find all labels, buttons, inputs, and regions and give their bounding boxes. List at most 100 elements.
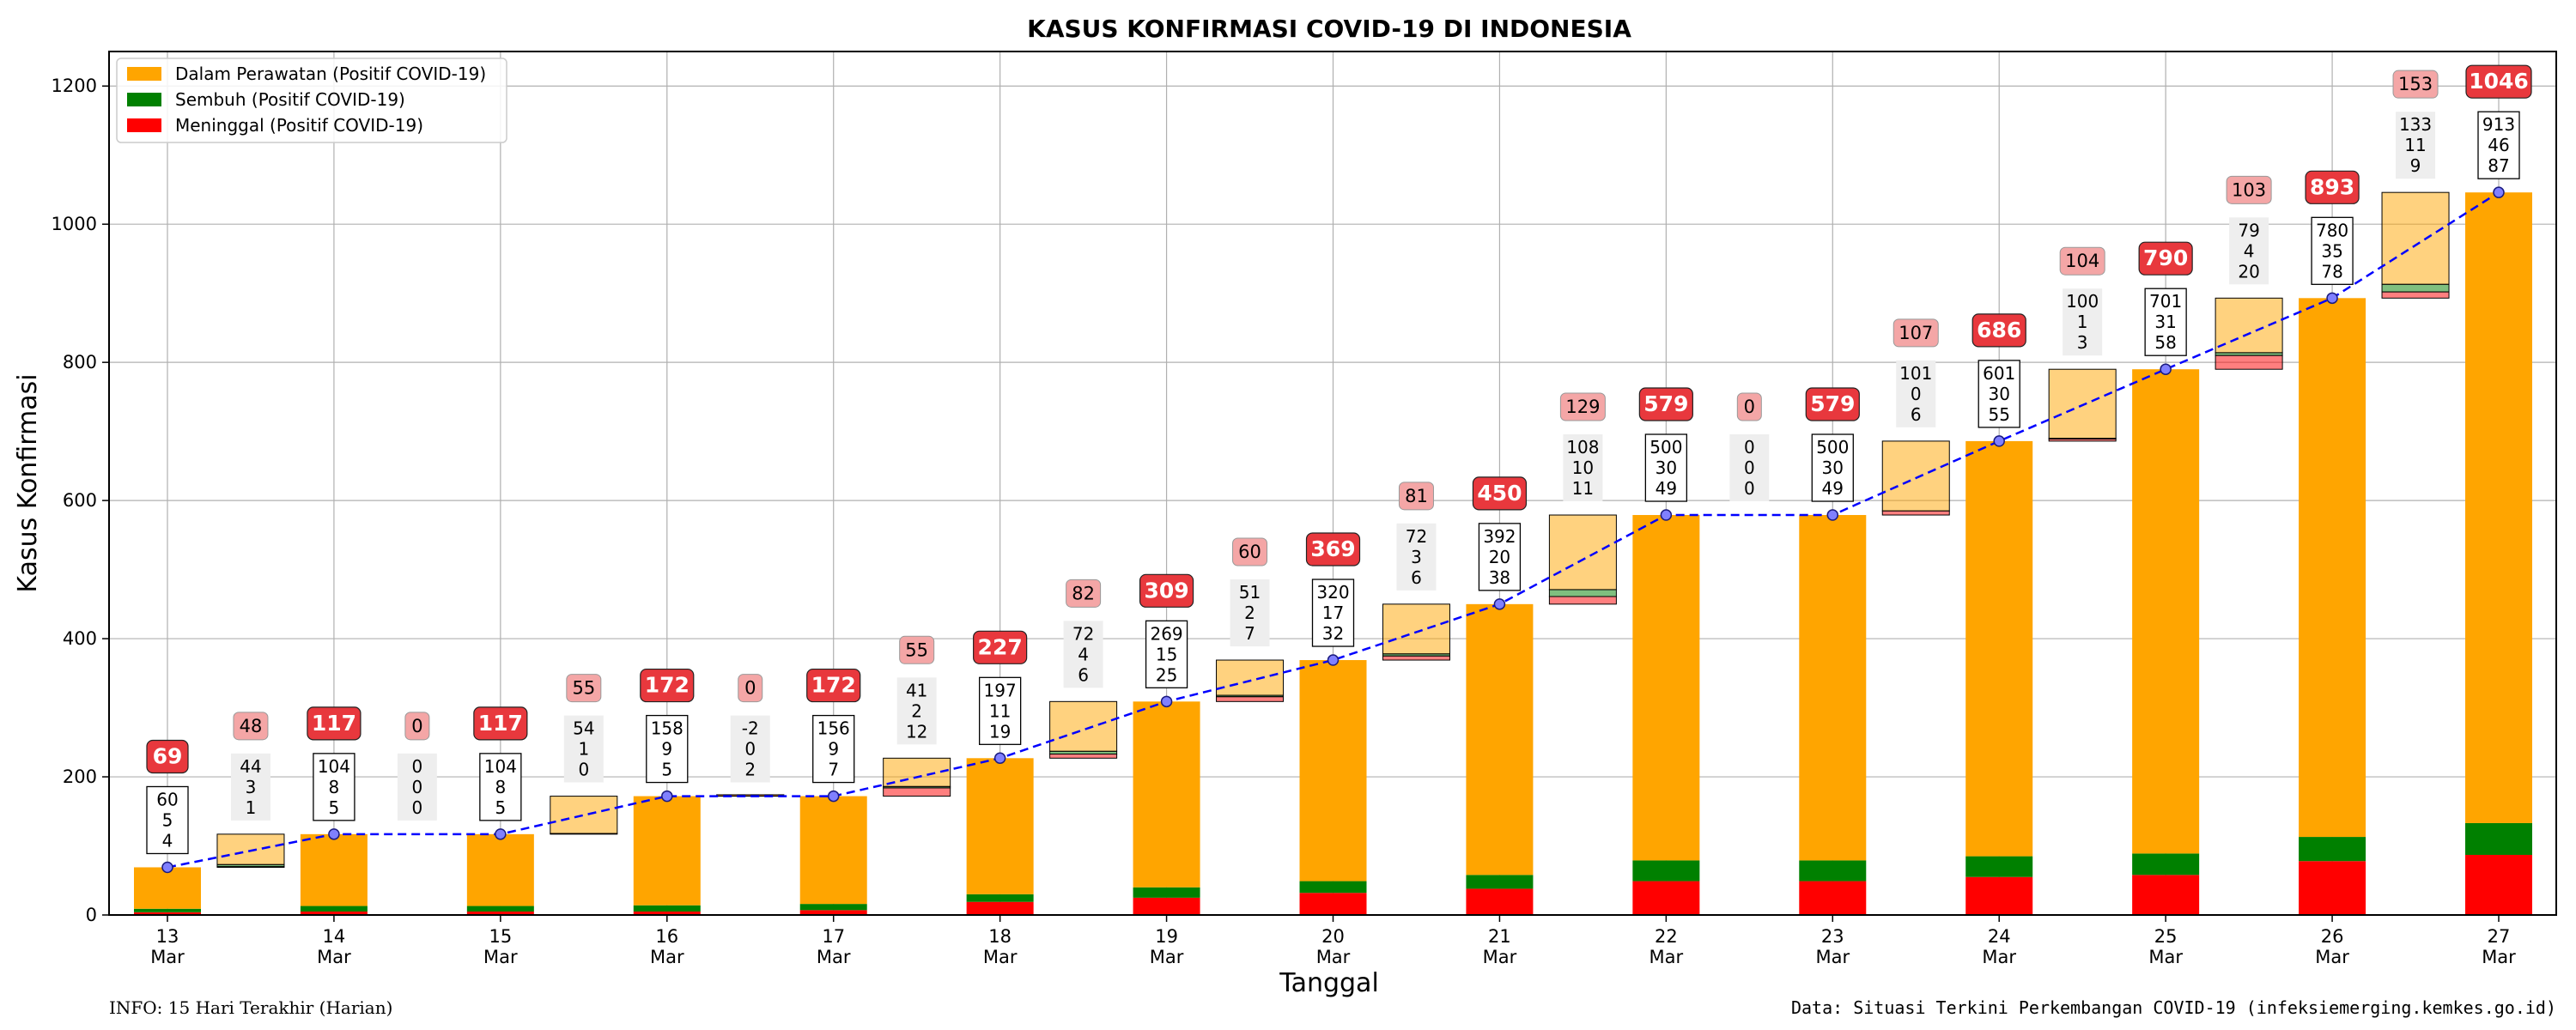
label-meninggal: 38 [1489, 567, 1510, 588]
label-sembuh: 30 [1656, 457, 1677, 478]
x-tick-label-month: Mar [317, 947, 351, 967]
label-meninggal: 7 [828, 760, 839, 780]
total-badge [1139, 573, 1194, 608]
change-label-meninggal: 0 [578, 760, 589, 780]
label-perawatan: 601 [1983, 363, 2015, 384]
change-label-perawatan: 72 [1072, 623, 1094, 644]
total-label: 117 [478, 711, 523, 736]
bar-meninggal [1133, 897, 1200, 915]
bar-sembuh [1632, 860, 1700, 882]
total-breakdown-box [1978, 360, 2020, 428]
legend-label-meninggal: Meninggal (Positif COVID-19) [175, 115, 423, 136]
change-label-meninggal: 12 [906, 721, 927, 742]
bar-perawatan [1466, 603, 1534, 876]
change-badge [233, 712, 269, 741]
x-tick-label-day: 22 [1655, 926, 1678, 947]
change-total-label: 0 [1744, 397, 1755, 417]
change-label-perawatan: 133 [2399, 114, 2432, 135]
change-bar-meninggal [2215, 354, 2283, 370]
change-label-sembuh: 2 [911, 700, 922, 721]
total-label: 369 [1310, 536, 1355, 561]
change-total-label: 129 [1565, 397, 1600, 417]
total-label: 172 [645, 673, 690, 698]
legend-swatch-perawatan [127, 67, 161, 81]
change-bar-meninggal [1881, 510, 1950, 516]
total-badge [1638, 387, 1693, 421]
change-label-meninggal: 20 [2238, 261, 2259, 282]
label-perawatan: 158 [651, 718, 683, 739]
total-breakdown-box [2144, 288, 2187, 356]
y-tick-label: 200 [63, 766, 97, 787]
bar-meninggal [300, 911, 368, 915]
total-breakdown-box [479, 753, 522, 821]
label-perawatan: 60 [156, 789, 178, 809]
total-label: 227 [978, 634, 1023, 659]
bar-sembuh [300, 906, 368, 912]
trend-point [1327, 654, 1340, 666]
label-meninggal: 5 [495, 797, 506, 818]
change-breakdown-box [1729, 434, 1770, 502]
change-total-label: 0 [744, 678, 756, 699]
legend-box [116, 58, 507, 143]
label-perawatan: 104 [318, 756, 350, 777]
trend-point [328, 828, 340, 840]
change-label-perawatan: 51 [1239, 582, 1261, 603]
y-axis-label: Kasus Konfirmasi [13, 373, 43, 592]
change-breakdown-box [2063, 288, 2103, 356]
label-meninggal: 55 [1988, 404, 2009, 425]
change-badge [2059, 246, 2105, 276]
change-breakdown-box [2229, 217, 2269, 285]
change-breakdown-box [397, 753, 437, 821]
label-perawatan: 392 [1483, 526, 1516, 547]
bar-meninggal [2299, 861, 2366, 915]
y-tick-label: 600 [63, 490, 97, 511]
y-tick-label: 1200 [52, 76, 97, 96]
change-breakdown-box [1396, 523, 1437, 591]
bar-perawatan [300, 833, 368, 906]
total-breakdown-box [1644, 433, 1688, 502]
legend-label-sembuh: Sembuh (Positif COVID-19) [175, 89, 405, 110]
label-perawatan: 197 [984, 680, 1017, 700]
trend-point [1160, 695, 1173, 708]
change-label-perawatan: 44 [240, 756, 261, 777]
change-badge [566, 674, 602, 703]
total-breakdown-box [1811, 433, 1854, 502]
legend: Dalam Perawatan (Positif COVID-19) Sembu… [116, 58, 507, 143]
bar-perawatan [633, 796, 701, 906]
y-tick-label: 1000 [52, 214, 97, 234]
change-bar-meninggal [1049, 753, 1118, 759]
x-tick-label-day: 26 [2321, 926, 2344, 947]
bar-meninggal [799, 910, 867, 915]
label-meninggal: 19 [989, 721, 1011, 742]
change-total-label: 55 [905, 639, 928, 660]
x-tick-label-month: Mar [2148, 947, 2183, 967]
change-label-perawatan: 0 [412, 756, 423, 777]
total-badge [973, 630, 1028, 664]
y-tick-label: 0 [86, 905, 97, 925]
x-tick-label-month: Mar [650, 947, 684, 967]
total-breakdown-box [313, 753, 355, 821]
change-label-sembuh: 0 [744, 739, 756, 760]
label-meninggal: 5 [661, 760, 672, 780]
bar-meninggal [466, 911, 534, 915]
x-tick-label-day: 27 [2488, 926, 2511, 947]
x-tick-label-month: Mar [983, 947, 1018, 967]
total-badge [640, 668, 695, 703]
x-tick-label-day: 14 [323, 926, 346, 947]
bar-meninggal [633, 911, 701, 915]
y-tick-label: 400 [63, 628, 97, 649]
change-bar-perawatan [2048, 368, 2117, 439]
total-badge [473, 706, 528, 741]
change-bar-perawatan [550, 796, 618, 834]
change-label-sembuh: 0 [1744, 457, 1755, 478]
bar-sembuh [966, 894, 1034, 902]
change-label-sembuh: 10 [1572, 457, 1594, 478]
bar-perawatan [1632, 515, 1700, 861]
change-bar-meninggal [1382, 655, 1450, 661]
bar-sembuh [799, 904, 867, 911]
trend-point [827, 790, 840, 803]
change-label-meninggal: 3 [2077, 332, 2088, 353]
label-sembuh: 17 [1322, 603, 1344, 623]
